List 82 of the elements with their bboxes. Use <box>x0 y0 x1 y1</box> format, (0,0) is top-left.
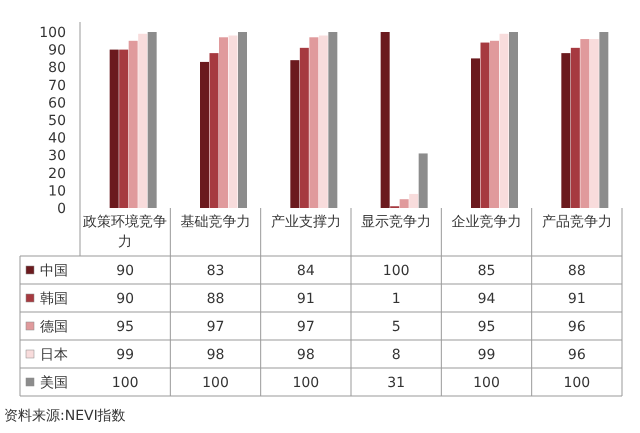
bar <box>328 32 338 208</box>
bar <box>290 60 300 208</box>
x-tick-label: 显示竞争力 <box>361 214 432 230</box>
data-label: 84 <box>296 263 315 279</box>
data-label: 98 <box>206 347 224 363</box>
bar <box>128 40 138 208</box>
data-label: 5 <box>392 319 401 335</box>
data-label: 88 <box>568 263 586 279</box>
bar <box>409 194 418 208</box>
bar <box>300 48 309 208</box>
bar <box>509 32 518 208</box>
text: 资料来源:NEVI指数 <box>4 408 126 424</box>
data-label: 99 <box>116 347 134 363</box>
bar <box>580 39 590 208</box>
data-label: 95 <box>478 319 496 335</box>
legend-label: 美国 <box>40 375 68 391</box>
data-label: 96 <box>568 347 586 363</box>
bar <box>400 199 409 208</box>
y-tick-label: 80 <box>48 60 66 76</box>
data-label: 91 <box>296 291 315 307</box>
data-label: 83 <box>206 263 224 279</box>
y-tick-label: 90 <box>48 42 66 59</box>
bar <box>110 50 119 208</box>
bar <box>119 50 128 208</box>
bar <box>138 34 148 208</box>
bar <box>570 48 580 208</box>
y-tick-label: 30 <box>48 148 66 164</box>
legend-label: 韩国 <box>40 291 68 307</box>
data-label: 100 <box>473 375 500 391</box>
legend-label: 中国 <box>40 263 68 279</box>
data-label: 100 <box>563 375 590 391</box>
bar <box>380 32 390 208</box>
y-tick-label: 50 <box>48 113 66 129</box>
data-label: 96 <box>568 319 586 335</box>
y-tick-label: 100 <box>39 25 66 41</box>
data-label: 88 <box>206 291 224 307</box>
bar <box>318 36 328 208</box>
data-label: 31 <box>387 375 406 391</box>
legend-label: 德国 <box>40 319 68 335</box>
y-tick-label: 20 <box>48 166 66 182</box>
x-tick-label: 产品竞争力 <box>542 214 612 230</box>
legend-label: 日本 <box>40 347 68 363</box>
bar <box>599 32 608 208</box>
data-label: 94 <box>478 291 496 307</box>
x-tick-label: 基础竞争力 <box>180 214 250 230</box>
data-label: 99 <box>478 347 496 363</box>
bar <box>471 58 480 208</box>
data-label: 91 <box>568 291 586 307</box>
bar <box>418 153 428 208</box>
x-tick-label: 企业竞争力 <box>452 214 522 230</box>
bar <box>309 37 318 208</box>
y-tick-label: 0 <box>57 201 66 217</box>
data-label: 100 <box>112 375 139 391</box>
bar <box>200 62 209 208</box>
bar <box>238 32 247 208</box>
data-label: 95 <box>116 319 134 335</box>
data-label: 100 <box>382 263 410 279</box>
bar <box>148 32 157 208</box>
data-label: 97 <box>206 319 224 335</box>
data-label: 90 <box>116 291 134 307</box>
bar <box>210 53 218 208</box>
bar <box>480 42 490 208</box>
data-label: 97 <box>296 319 315 335</box>
data-label: 85 <box>478 263 496 279</box>
data-label: 100 <box>292 375 320 391</box>
y-tick-label: 10 <box>48 183 66 200</box>
x-tick-label: 政策环境竞争力 <box>83 214 168 250</box>
data-label: 1 <box>392 291 401 307</box>
x-tick-label: 产业支撑力 <box>270 214 341 230</box>
bar <box>490 40 499 208</box>
bar <box>228 36 238 208</box>
data-label: 100 <box>202 375 229 391</box>
y-tick-label: 60 <box>48 95 66 112</box>
bar <box>219 37 228 208</box>
data-label: 8 <box>392 347 401 363</box>
y-tick-label: 70 <box>48 78 66 94</box>
bar <box>500 34 508 208</box>
data-label: 90 <box>116 263 134 279</box>
bar <box>590 39 599 208</box>
data-label: 98 <box>296 347 315 363</box>
y-tick-label: 40 <box>48 130 66 147</box>
bar <box>561 53 570 208</box>
